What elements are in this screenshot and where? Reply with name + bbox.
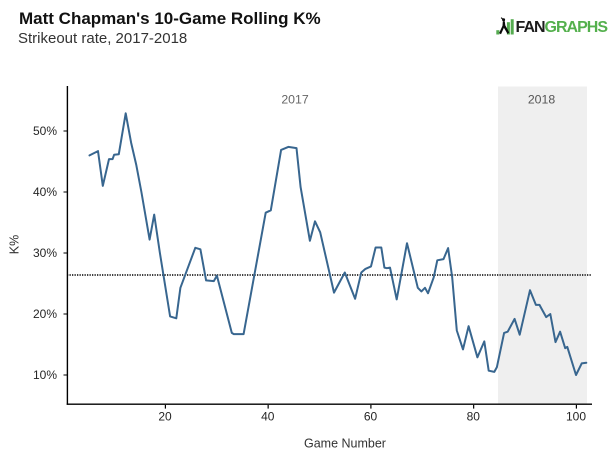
svg-text:10%: 10% bbox=[33, 368, 57, 382]
svg-text:100: 100 bbox=[566, 410, 586, 424]
svg-text:20: 20 bbox=[158, 410, 172, 424]
svg-text:40%: 40% bbox=[33, 185, 57, 199]
svg-text:80: 80 bbox=[467, 410, 481, 424]
svg-text:2018: 2018 bbox=[528, 93, 556, 107]
svg-text:20%: 20% bbox=[33, 307, 57, 321]
svg-text:40: 40 bbox=[261, 410, 275, 424]
svg-text:K%: K% bbox=[8, 235, 22, 254]
svg-text:Game Number: Game Number bbox=[304, 437, 386, 451]
svg-text:30%: 30% bbox=[33, 246, 57, 260]
svg-text:50%: 50% bbox=[33, 124, 57, 138]
svg-text:60: 60 bbox=[364, 410, 378, 424]
svg-text:2017: 2017 bbox=[281, 93, 309, 107]
